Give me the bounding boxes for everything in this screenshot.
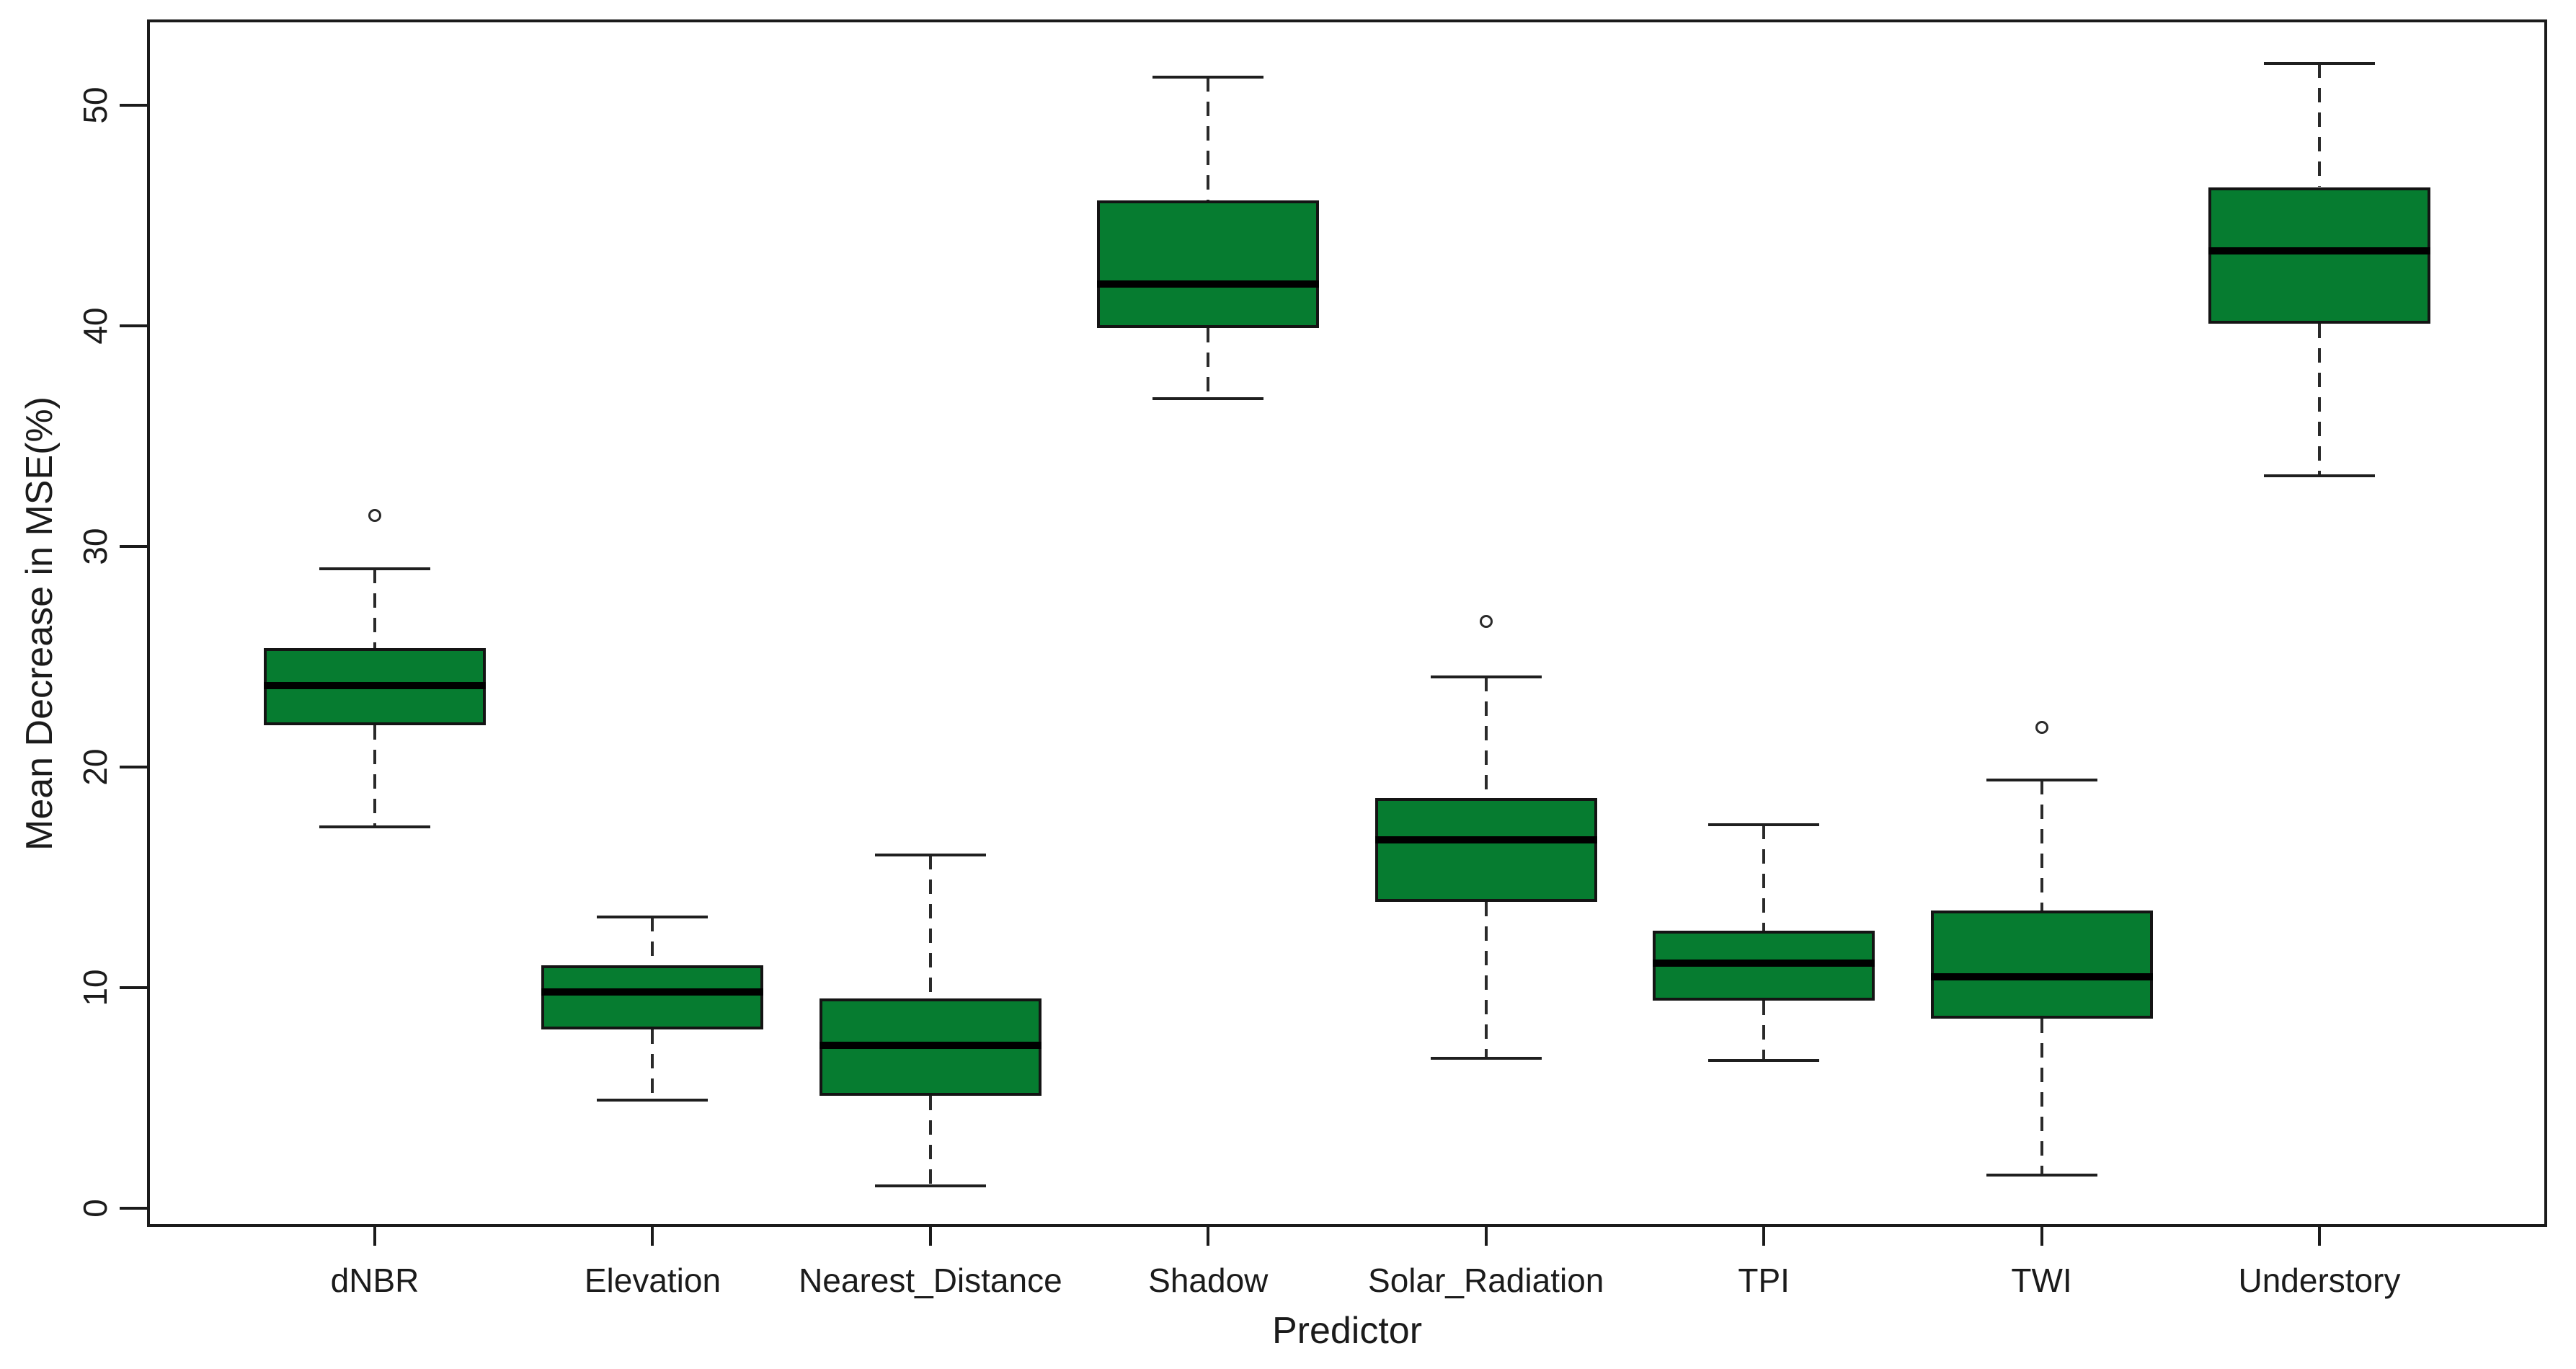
upper-whisker-cap-Nearest_Distance bbox=[874, 854, 986, 857]
y-tick-label-10: 10 bbox=[76, 969, 114, 1006]
x-tick-label-dNBR: dNBR bbox=[330, 1262, 419, 1299]
y-axis-tick-0 bbox=[120, 1206, 147, 1210]
x-tick-label-TPI: TPI bbox=[1738, 1262, 1790, 1299]
y-tick-label-40: 40 bbox=[76, 307, 114, 345]
x-axis-tick-Elevation bbox=[651, 1227, 654, 1246]
median-line-Nearest_Distance bbox=[819, 1041, 1041, 1049]
box-TWI bbox=[1930, 910, 2153, 1019]
upper-whisker-cap-Shadow bbox=[1152, 75, 1264, 79]
upper-whisker-cap-Understory bbox=[2263, 62, 2375, 66]
x-axis-tick-Nearest_Distance bbox=[928, 1227, 932, 1246]
median-line-dNBR bbox=[264, 681, 487, 689]
upper-whisker-line-dNBR bbox=[373, 568, 377, 648]
lower-whisker-line-TWI bbox=[2040, 1018, 2043, 1176]
lower-whisker-cap-Nearest_Distance bbox=[874, 1184, 986, 1188]
lower-whisker-cap-Shadow bbox=[1152, 397, 1264, 401]
outlier-TWI-0 bbox=[2035, 721, 2048, 735]
y-tick-label-0: 0 bbox=[76, 1199, 114, 1218]
lower-whisker-line-TPI bbox=[1762, 1001, 1766, 1060]
lower-whisker-cap-Solar_Radiation bbox=[1430, 1056, 1542, 1060]
x-tick-label-Nearest_Distance: Nearest_Distance bbox=[799, 1262, 1062, 1299]
x-tick-label-Understory: Understory bbox=[2238, 1262, 2401, 1299]
upper-whisker-line-Nearest_Distance bbox=[928, 855, 932, 999]
upper-whisker-cap-TWI bbox=[1986, 779, 2097, 782]
lower-whisker-cap-TWI bbox=[1986, 1174, 2097, 1177]
lower-whisker-line-Understory bbox=[2317, 324, 2321, 477]
upper-whisker-cap-TPI bbox=[1708, 823, 1820, 826]
lower-whisker-line-dNBR bbox=[373, 725, 377, 827]
x-axis-title: Predictor bbox=[1271, 1310, 1423, 1352]
x-axis-tick-TPI bbox=[1762, 1227, 1766, 1246]
upper-whisker-cap-dNBR bbox=[319, 567, 431, 570]
plot-area bbox=[147, 19, 2547, 1227]
outlier-dNBR-0 bbox=[368, 509, 382, 523]
x-tick-label-Elevation: Elevation bbox=[584, 1262, 721, 1299]
y-axis-tick-40 bbox=[120, 324, 147, 328]
y-axis-title: Mean Decrease in MSE(%) bbox=[19, 396, 61, 851]
outlier-Solar_Radiation-0 bbox=[1479, 615, 1493, 629]
lower-whisker-line-Solar_Radiation bbox=[1484, 901, 1488, 1058]
x-axis-tick-Solar_Radiation bbox=[1484, 1227, 1488, 1246]
y-tick-label-30: 30 bbox=[76, 528, 114, 565]
median-line-TPI bbox=[1653, 960, 1875, 967]
median-line-Elevation bbox=[541, 988, 764, 996]
x-axis-tick-dNBR bbox=[373, 1227, 377, 1246]
upper-whisker-line-Solar_Radiation bbox=[1484, 676, 1488, 798]
x-tick-label-Solar_Radiation: Solar_Radiation bbox=[1368, 1262, 1604, 1299]
lower-whisker-line-Nearest_Distance bbox=[928, 1095, 932, 1187]
y-axis-tick-30 bbox=[120, 545, 147, 549]
x-tick-label-Shadow: Shadow bbox=[1148, 1262, 1269, 1299]
box-Solar_Radiation bbox=[1374, 797, 1597, 902]
median-line-Shadow bbox=[1097, 280, 1320, 288]
box-Understory bbox=[2208, 187, 2430, 324]
x-tick-label-TWI: TWI bbox=[2011, 1262, 2072, 1299]
upper-whisker-line-Elevation bbox=[651, 917, 654, 966]
lower-whisker-cap-dNBR bbox=[319, 825, 431, 828]
x-axis-tick-Understory bbox=[2317, 1227, 2321, 1246]
upper-whisker-line-TWI bbox=[2040, 780, 2043, 911]
x-axis-tick-Shadow bbox=[1207, 1227, 1210, 1246]
y-axis-tick-20 bbox=[120, 766, 147, 769]
y-tick-label-50: 50 bbox=[76, 87, 114, 124]
median-line-TWI bbox=[1930, 973, 2153, 980]
lower-whisker-line-Elevation bbox=[651, 1029, 654, 1101]
y-axis-tick-10 bbox=[120, 986, 147, 990]
box-Shadow bbox=[1097, 200, 1320, 329]
upper-whisker-cap-Solar_Radiation bbox=[1430, 675, 1542, 678]
upper-whisker-line-TPI bbox=[1762, 824, 1766, 931]
lower-whisker-cap-Elevation bbox=[597, 1099, 709, 1102]
median-line-Understory bbox=[2208, 247, 2430, 255]
box-Elevation bbox=[541, 965, 764, 1030]
lower-whisker-cap-Understory bbox=[2263, 474, 2375, 478]
lower-whisker-cap-TPI bbox=[1708, 1059, 1820, 1063]
median-line-Solar_Radiation bbox=[1374, 836, 1597, 844]
lower-whisker-line-Shadow bbox=[1207, 328, 1210, 399]
y-tick-label-20: 20 bbox=[76, 748, 114, 786]
upper-whisker-line-Shadow bbox=[1207, 76, 1210, 200]
y-axis-tick-50 bbox=[120, 104, 147, 107]
upper-whisker-cap-Elevation bbox=[597, 916, 709, 919]
upper-whisker-line-Understory bbox=[2317, 63, 2321, 187]
x-axis-tick-TWI bbox=[2040, 1227, 2043, 1246]
